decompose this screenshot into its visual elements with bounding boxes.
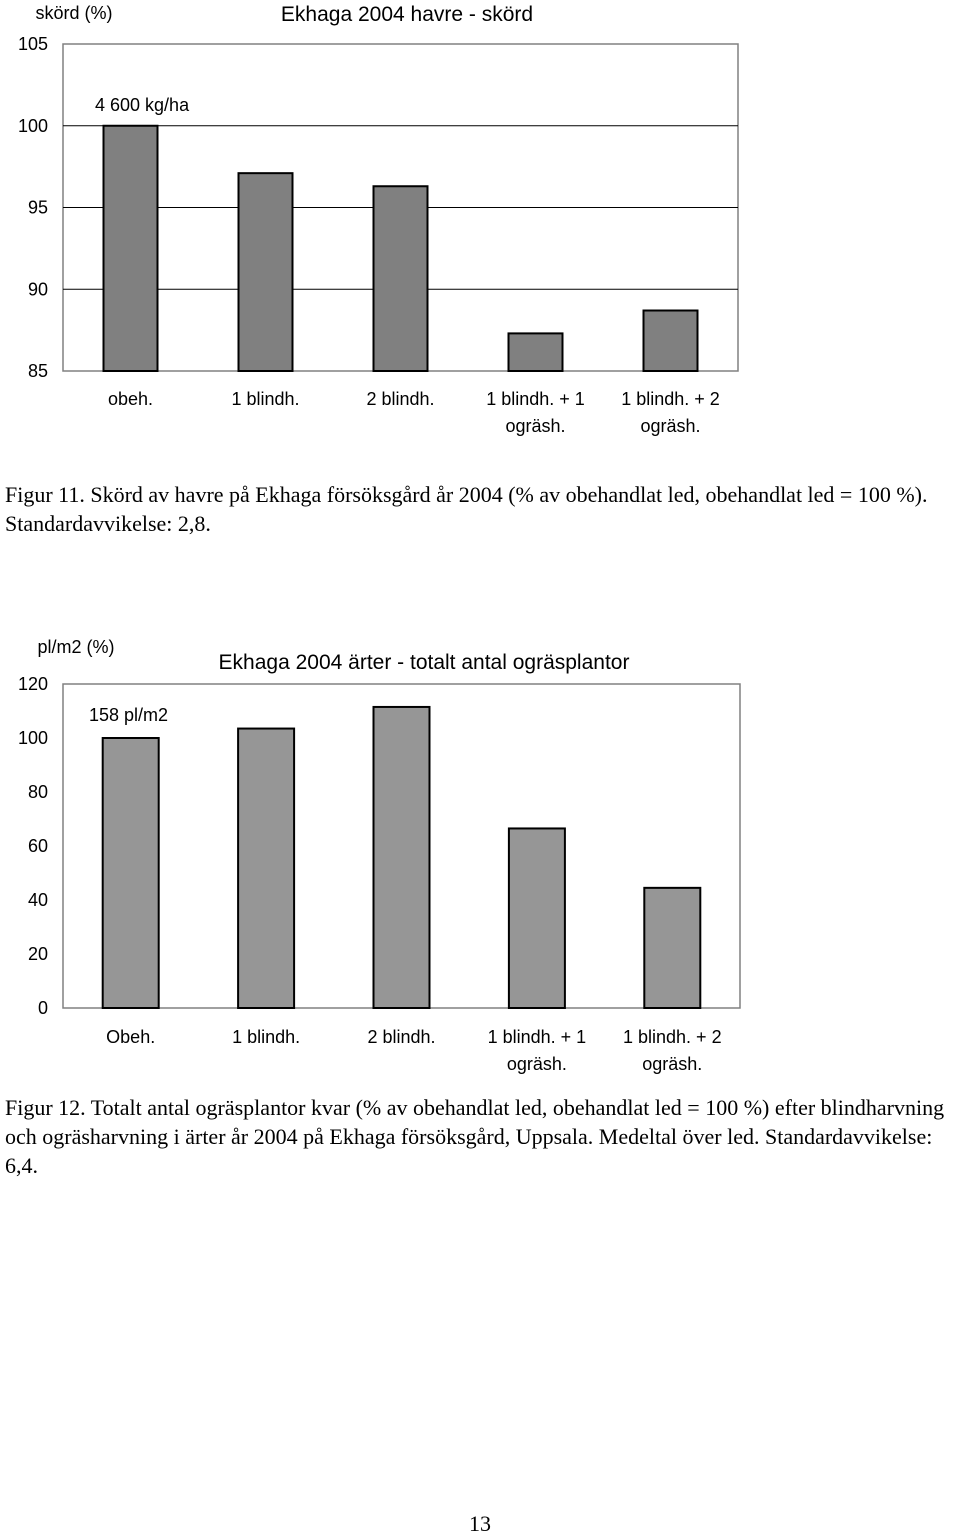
y-tick-label: 105 xyxy=(18,34,48,54)
x-tick-label: 2 blindh. xyxy=(366,389,434,409)
x-tick-label: 1 blindh. + 2 xyxy=(621,389,720,409)
y-tick-label: 20 xyxy=(28,944,48,964)
y-axis-label: skörd (%) xyxy=(35,3,112,23)
y-tick-label: 60 xyxy=(28,836,48,856)
x-tick-label: Obeh. xyxy=(106,1027,155,1047)
y-tick-label: 95 xyxy=(28,198,48,218)
bar xyxy=(372,705,431,1009)
chart-title: Ekhaga 2004 ärter - totalt antal ogräspl… xyxy=(219,651,630,674)
figure-12-caption: Figur 12. Totalt antal ogräsplantor kvar… xyxy=(5,1095,945,1178)
bar xyxy=(642,309,699,373)
bar xyxy=(643,886,702,1010)
y-tick-label: 100 xyxy=(18,116,48,136)
x-tick-label: 1 blindh. + 1 xyxy=(488,1027,587,1047)
page-number: 13 xyxy=(469,1511,491,1536)
y-axis-label: pl/m2 (%) xyxy=(37,637,114,657)
x-tick-label: obeh. xyxy=(108,389,153,409)
harvest-chart: 85 90 95 100 105 obeh. 1 blindh. 2 blindh. 1 bli… xyxy=(0,0,960,470)
bar xyxy=(237,727,296,1010)
x-tick-label: ogräsh. xyxy=(505,416,565,436)
y-tick-label: 120 xyxy=(18,674,48,694)
figure-11-caption: Figur 11. Skörd av havre på Ekhaga försö… xyxy=(5,482,928,536)
weed-chart: 0 20 40 60 80 100 120 Obeh. 1 blindh. 2 blindh. 1 … xyxy=(0,620,960,1080)
x-tick-label: ogräsh. xyxy=(642,1054,702,1074)
y-tick-label: 40 xyxy=(28,890,48,910)
x-tick-label: 2 blindh. xyxy=(367,1027,435,1047)
chart-title: Ekhaga 2004 havre - skörd xyxy=(281,3,533,26)
x-tick-label: 1 blindh. + 1 xyxy=(486,389,585,409)
x-tick-label: ogräsh. xyxy=(507,1054,567,1074)
y-tick-label: 100 xyxy=(18,728,48,748)
x-tick-label: 1 blindh. + 2 xyxy=(623,1027,722,1047)
x-tick-label: ogräsh. xyxy=(640,416,700,436)
y-tick-label: 80 xyxy=(28,782,48,802)
y-tick-label: 85 xyxy=(28,361,48,381)
harvest-chart-svg: 85 90 95 100 105 obeh. 1 blindh. 2 blindh. 1 bli… xyxy=(18,3,739,436)
bar xyxy=(372,185,429,372)
x-tick-label: 1 blindh. xyxy=(231,389,299,409)
bar-annotation: 158 pl/m2 xyxy=(89,705,168,725)
y-tick-label: 0 xyxy=(38,998,48,1018)
bar-annotation: 4 600 kg/ha xyxy=(95,95,190,115)
bar xyxy=(507,332,564,372)
weed-chart-svg: 0 20 40 60 80 100 120 Obeh. 1 blindh. 2 blindh. 1 … xyxy=(18,637,741,1074)
bar xyxy=(507,827,566,1009)
bar xyxy=(101,737,160,1009)
x-tick-label: 1 blindh. xyxy=(232,1027,300,1047)
bar xyxy=(102,124,159,372)
y-tick-label: 90 xyxy=(28,279,48,299)
bar xyxy=(237,172,294,372)
